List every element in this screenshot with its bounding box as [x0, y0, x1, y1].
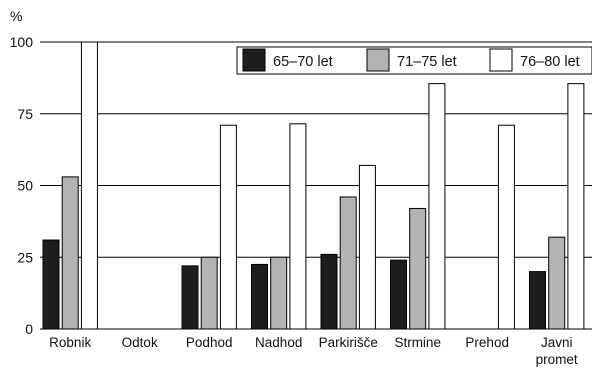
- x-tick-label: Parkirišče: [319, 335, 378, 350]
- y-axis: 0 25 50 75 100: [10, 34, 34, 337]
- y-axis-unit-label: %: [10, 8, 22, 24]
- bar: [80, 41, 98, 330]
- bar: [548, 236, 566, 330]
- bar: [428, 83, 446, 330]
- bar: [61, 176, 79, 330]
- y-tick-label: 0: [25, 321, 33, 337]
- x-axis-labels: Robnik Odtok Podhod Nadhod Parkirišče Strmine…: [49, 335, 578, 367]
- legend-swatch: [366, 48, 390, 72]
- x-tick-label: promet: [536, 352, 578, 367]
- x-tick-label: Strmine: [394, 335, 441, 350]
- x-tick-label: Nadhod: [255, 335, 302, 350]
- legend-swatch: [489, 48, 513, 72]
- legend-box: [236, 46, 592, 75]
- y-tick-label: 25: [17, 249, 33, 265]
- bar: [567, 83, 585, 330]
- x-tick-label: Odtok: [122, 335, 158, 350]
- bar: [270, 256, 288, 330]
- bar: [42, 239, 60, 330]
- bar: [200, 256, 218, 330]
- x-tick-label: Podhod: [186, 335, 233, 350]
- bar: [390, 259, 407, 330]
- bars: [42, 41, 585, 330]
- x-tick-label: Prehod: [465, 335, 509, 350]
- legend-swatch: [242, 48, 266, 72]
- y-tick-label: 100: [10, 34, 34, 50]
- legend-label: 76–80 let: [520, 54, 580, 70]
- bar: [251, 263, 268, 330]
- y-tick-label: 75: [17, 106, 33, 122]
- x-tick-label: Robnik: [49, 335, 91, 350]
- bar: [320, 253, 338, 330]
- legend-label: 65–70 let: [273, 54, 333, 70]
- legend: 65–70 let 71–75 let 76–80 let: [236, 46, 592, 75]
- bar: [529, 271, 546, 330]
- bar: [289, 123, 307, 330]
- y-tick-label: 50: [17, 178, 33, 194]
- bar: [358, 164, 376, 330]
- legend-label: 71–75 let: [397, 54, 457, 70]
- x-tick-label: Javni: [541, 335, 573, 350]
- bar: [497, 124, 515, 330]
- bar: [219, 124, 237, 330]
- bar: [339, 196, 357, 330]
- bar: [409, 207, 427, 330]
- bar: [181, 265, 199, 330]
